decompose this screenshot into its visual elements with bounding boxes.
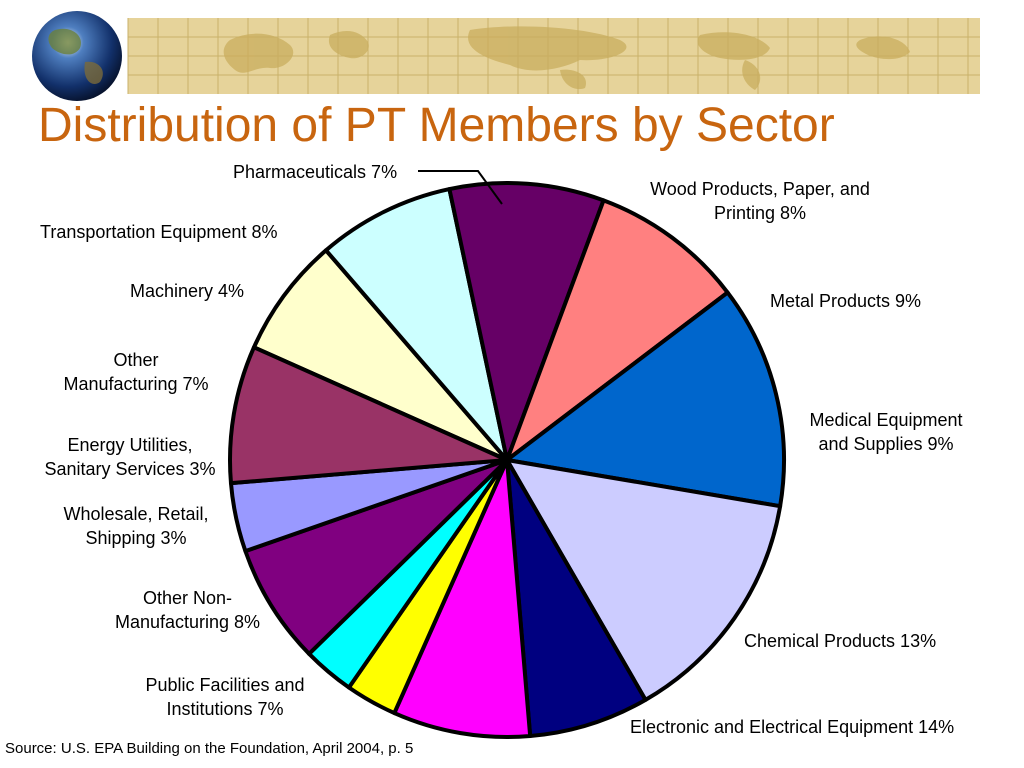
slice-label-12: Transportation Equipment 8%: [40, 222, 278, 242]
pie-slice-7: [392, 458, 533, 739]
slice-label-11: Machinery 4%: [130, 281, 245, 301]
pharmaceuticals-leader-line: [418, 170, 503, 205]
pie-chart: [228, 170, 786, 739]
slice-label-line: and Supplies 9%: [818, 434, 954, 454]
pie-slice-5: [505, 458, 783, 702]
globe-icon: [32, 11, 122, 101]
slice-label-6: Public Facilities and Institutions 7%: [115, 673, 335, 721]
slice-label-line: Shipping 3%: [85, 528, 187, 548]
pie-slice-3: [505, 198, 730, 462]
slice-label-line: Wood Products, Paper, and: [650, 179, 870, 199]
slice-label-0: Pharmaceuticals 7%: [233, 162, 398, 182]
slice-label-9: Energy Utilities, Sanitary Services 3%: [10, 433, 250, 481]
slice-label-line: Printing 8%: [713, 203, 807, 223]
slice-label-line: Manufacturing 7%: [63, 374, 209, 394]
leader-line: [418, 170, 503, 205]
slice-label-line: Other: [113, 350, 159, 370]
slice-label-10: Other Manufacturing 7%: [40, 348, 232, 396]
slice-label-5: Electronic and Electrical Equipment 14%: [630, 717, 955, 737]
slice-label-3: Medical Equipment and Supplies 9%: [770, 408, 1002, 456]
slice-label-8: Wholesale, Retail, Shipping 3%: [40, 502, 232, 550]
pie-slice-4: [505, 290, 786, 509]
map-banner: [32, 11, 980, 101]
pie-slice-6: [505, 458, 648, 739]
slice-label-line: Energy Utilities,: [67, 435, 193, 455]
source-note: Source: U.S. EPA Building on the Foundat…: [5, 740, 414, 757]
slice-label-line: Public Facilities and: [145, 675, 305, 695]
slice-label-line: Manufacturing 8%: [114, 612, 261, 632]
pie-slice-10: [243, 458, 509, 656]
slice-label-line: Institutions 7%: [166, 699, 284, 719]
slice-label-line: Medical Equipment: [809, 410, 963, 430]
slice-label-line: Other Non-: [142, 588, 233, 608]
pie-slices: [228, 181, 786, 739]
pie-slice-1: [324, 187, 509, 462]
pie-slice-2: [447, 181, 606, 462]
slice-label-1: Wood Products, Paper, and Printing 8%: [605, 177, 915, 225]
pie-slice-0: [251, 248, 509, 462]
slice-label-7: Other Non- Manufacturing 8%: [95, 586, 280, 634]
world-map-silhouette: [223, 26, 910, 90]
pie-slice-12: [228, 345, 509, 486]
slice-label-line: Sanitary Services 3%: [44, 459, 216, 479]
page-title: Distribution of PT Members by Sector: [38, 99, 835, 152]
slice-label-line: Wholesale, Retail,: [63, 504, 209, 524]
slice-label-2: Metal Products 9%: [770, 291, 922, 311]
slice-label-4: Chemical Products 13%: [744, 631, 937, 651]
